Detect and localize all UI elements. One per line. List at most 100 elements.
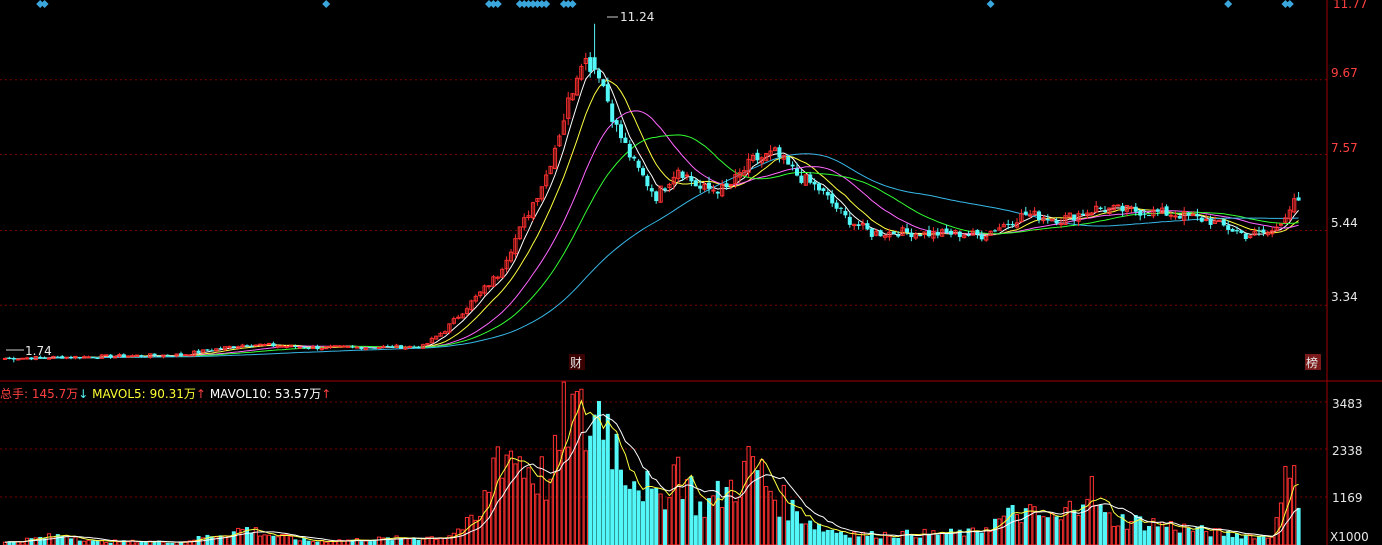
candle-body-up [51,355,56,359]
volume-bar-up [720,506,725,545]
candle-body-up [253,344,258,347]
list-marker[interactable]: 榜 [1306,355,1318,370]
candle-body-up [341,345,346,348]
candle-body-up [258,343,263,346]
candle-body-down [975,229,980,235]
volume-bar-down [856,536,861,545]
candle-body-down [614,120,619,125]
candle-body-down [654,191,659,202]
candle-body-up [363,347,368,350]
candle-body-up [236,346,241,349]
candle-body-up [1287,209,1292,220]
candle-body-up [324,346,329,350]
volume-bar-down [896,537,901,545]
volume-bar-down [29,538,34,545]
top-marker-diamond [524,0,533,8]
volume-bar-up [134,542,140,545]
price-tick-label: 5.44 [1331,216,1358,230]
volume-bar-down [95,540,100,545]
mavol5-value: 90.31万 [149,387,196,401]
candle-body-up [126,355,131,358]
volume-bar-down [60,535,65,545]
finance-marker-box[interactable] [569,354,585,370]
volume-bar-up [676,456,681,545]
candle-body-up [460,313,465,319]
volume-bar-down [372,539,377,545]
candle-body-down [139,355,144,357]
volume-bar-up [407,538,412,545]
volume-bar-down [359,541,364,545]
candle-body-down [1023,211,1028,215]
candle-body-down [1081,213,1085,216]
volume-bar-up [1212,528,1218,545]
volume-bar-up [1160,521,1165,545]
candle-body-up [495,276,500,279]
volume-bar-up [535,493,540,545]
candle-body-up [900,227,905,236]
volume-bar-down [649,488,654,545]
volume-bar-down [891,537,896,545]
low-price-label: 1.74 [25,344,52,358]
candle-body-down [1098,207,1103,210]
ma20-line [4,110,1299,360]
volume-bar-down [627,488,632,545]
candle-body-up [425,342,430,346]
volume-bar-up [764,486,769,545]
volume-bar-up [495,446,500,545]
candle-body-up [447,323,452,333]
candle-body-down [42,357,47,359]
volume-bar-up [922,528,927,545]
candle-body-up [148,353,153,358]
candle-body-up [346,345,351,348]
volume-bar-down [927,533,931,545]
volume-bar-down [869,531,874,545]
volume-bar-up [86,539,91,545]
volume-bar-up [552,434,558,545]
candle-body-up [852,223,857,227]
volume-bar-down [821,531,826,545]
price-tick-label: 3.34 [1331,290,1358,304]
volume-bar-up [376,536,382,545]
volume-bar-down [385,537,390,545]
volume-bar-up [658,493,663,545]
volume-bar-up [1190,530,1196,545]
candle-body-up [1085,212,1090,217]
finance-marker[interactable]: 财 [570,356,582,370]
candle-body-up [227,345,232,348]
list-marker-box[interactable] [1305,354,1321,370]
volume-bar-up [874,537,879,545]
candle-body-down [152,353,157,356]
volume-bar-down [597,400,601,545]
candle-body-up [469,300,474,311]
volume-bar-down [1006,507,1011,545]
volume-bar-up [1076,514,1081,545]
candle-body-up [1001,224,1006,228]
volume-bar-up [1014,514,1020,545]
volume-bar-up [104,542,109,545]
volume-bar-up [570,393,575,545]
volume-bar-up [438,537,443,545]
candle-body-down [957,231,962,238]
candle-body-down [795,168,799,176]
candle-body-up [337,345,342,348]
candle-body-down [1006,223,1011,225]
candle-body-down [1243,233,1248,239]
candle-body-down [905,228,909,233]
volume-bar-up [772,499,778,545]
candle-body-down [1103,210,1107,213]
volume-bar-up [548,478,553,545]
candle-body-up [913,233,918,239]
candle-body-down [1257,230,1261,232]
candle-body-up [429,337,434,344]
volume-bar-down [1037,515,1041,545]
candle-body-up [522,217,527,228]
volume-bar-up [381,537,386,545]
volume-bar-up [473,519,478,545]
volume-bar-up [882,531,888,545]
candle-body-down [715,191,720,194]
volume-bar-down [108,542,113,545]
volume-bar-down [588,435,593,545]
volume-bar-down [1208,536,1213,545]
candle-body-up [1160,207,1165,214]
